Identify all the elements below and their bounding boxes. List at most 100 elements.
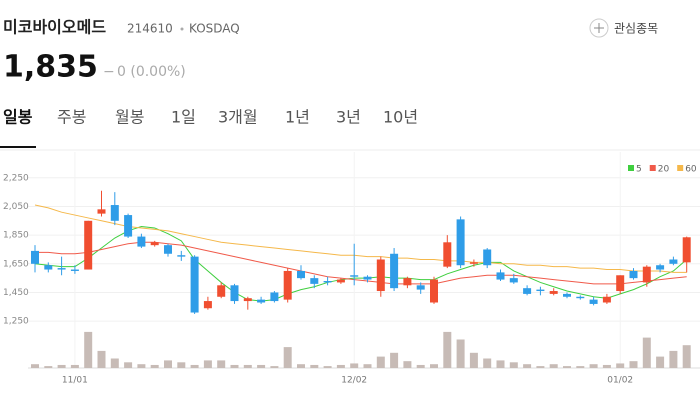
stock-code: 214610 [127,22,173,36]
watch-label[interactable]: 관심종목 [614,22,658,36]
y-tick-label: 2,050 [3,202,29,212]
volume-bar [376,356,385,368]
candle-body [310,278,319,284]
volume-bar [602,364,611,368]
volume-bar [443,331,452,368]
tab[interactable]: 월봉 [115,108,144,127]
candle-body [257,299,266,303]
candle-body [150,242,159,246]
volume-bar [84,331,93,368]
tab[interactable]: 10년 [383,108,418,127]
legend-swatch [677,165,684,171]
candle-body [616,275,625,292]
volume-bar [682,345,691,368]
candle-body [297,270,305,279]
candle-body [563,293,571,297]
volume-bar [270,366,279,368]
candle-body [164,245,172,254]
tab[interactable]: 1년 [285,108,310,127]
candle-body [44,265,53,270]
x-tick-label: 11/01 [62,376,88,386]
candle-body [456,219,465,266]
market: KOSDAQ [189,22,240,36]
tabs: 일봉 주봉 월봉 1일 3개월 1년 3년 10년 [0,108,418,148]
y-tick-label: 2,250 [3,173,29,183]
tab[interactable]: 주봉 [57,108,86,127]
candle-body [203,301,212,309]
volume-bar [164,360,172,368]
volume-bar [57,364,66,368]
volume-bar [589,364,598,368]
candle-body [270,292,279,302]
candle-body [323,281,332,283]
legend-label: 60 [685,165,697,175]
candle-body [642,266,651,283]
candle-body [376,259,385,292]
change: 0 (0.00%) [117,64,186,80]
candle-body [230,285,239,302]
legend-label: 20 [658,165,670,175]
change-sign: − [103,64,115,80]
candle-body [443,242,452,267]
candle-body [523,288,532,294]
y-tick-label: 1,250 [3,317,29,327]
volume-bar [456,339,465,368]
tab[interactable]: 1일 [171,108,196,127]
candle-body [336,279,345,283]
candle-body [483,249,492,266]
volume-bar [110,358,119,368]
candle-body [469,262,478,264]
volume-bar [283,347,292,368]
legend-swatch [649,165,656,171]
x-tick-label: 12/02 [341,376,367,386]
candle-body [576,296,585,299]
y-tick-label: 1,850 [3,231,29,241]
volume-bar [469,352,478,368]
candle-body [70,269,79,271]
tab[interactable]: 3년 [336,108,361,127]
plus-icon [594,23,604,33]
volume-bar [137,364,146,368]
legend-label: 5 [636,165,642,175]
candle-body [536,289,545,292]
volume-bar [323,366,332,368]
volume-bar [124,362,133,368]
volume-bar [44,366,53,368]
tab[interactable]: 일봉 [3,108,33,127]
ma-line [34,204,687,273]
volume-bar [403,361,412,368]
volume-bar [496,360,505,368]
candle-body [137,236,146,247]
x-tick-label: 01/02 [607,376,633,386]
candle-body [656,265,665,270]
volume-bar [31,364,39,368]
candle-body [589,299,598,304]
legend-swatch [628,165,634,171]
watch-button[interactable]: 관심종목 [589,18,658,38]
separator-dot [180,27,184,31]
candle-body [57,268,66,270]
volume-bar [97,350,106,368]
volume-bar [536,366,545,368]
volume-bar [297,364,305,368]
y-tick-label: 1,650 [3,259,29,269]
price: 1,835 [3,50,98,85]
volume-bar [150,364,159,368]
volume-bar [190,364,199,368]
volume-bar [203,360,212,368]
volume-bar [243,364,252,368]
candle-body [403,278,412,286]
volume-bar [177,362,186,368]
candle-body [629,270,638,279]
candle-body [430,279,438,303]
volume-bar [669,350,678,368]
candle-body [669,259,678,264]
volume-bar [257,364,266,368]
candle-body [190,256,199,313]
tab[interactable]: 3개월 [218,108,258,127]
ma-line [34,226,688,302]
volume-bar [363,364,372,368]
volume-bar [416,364,425,368]
